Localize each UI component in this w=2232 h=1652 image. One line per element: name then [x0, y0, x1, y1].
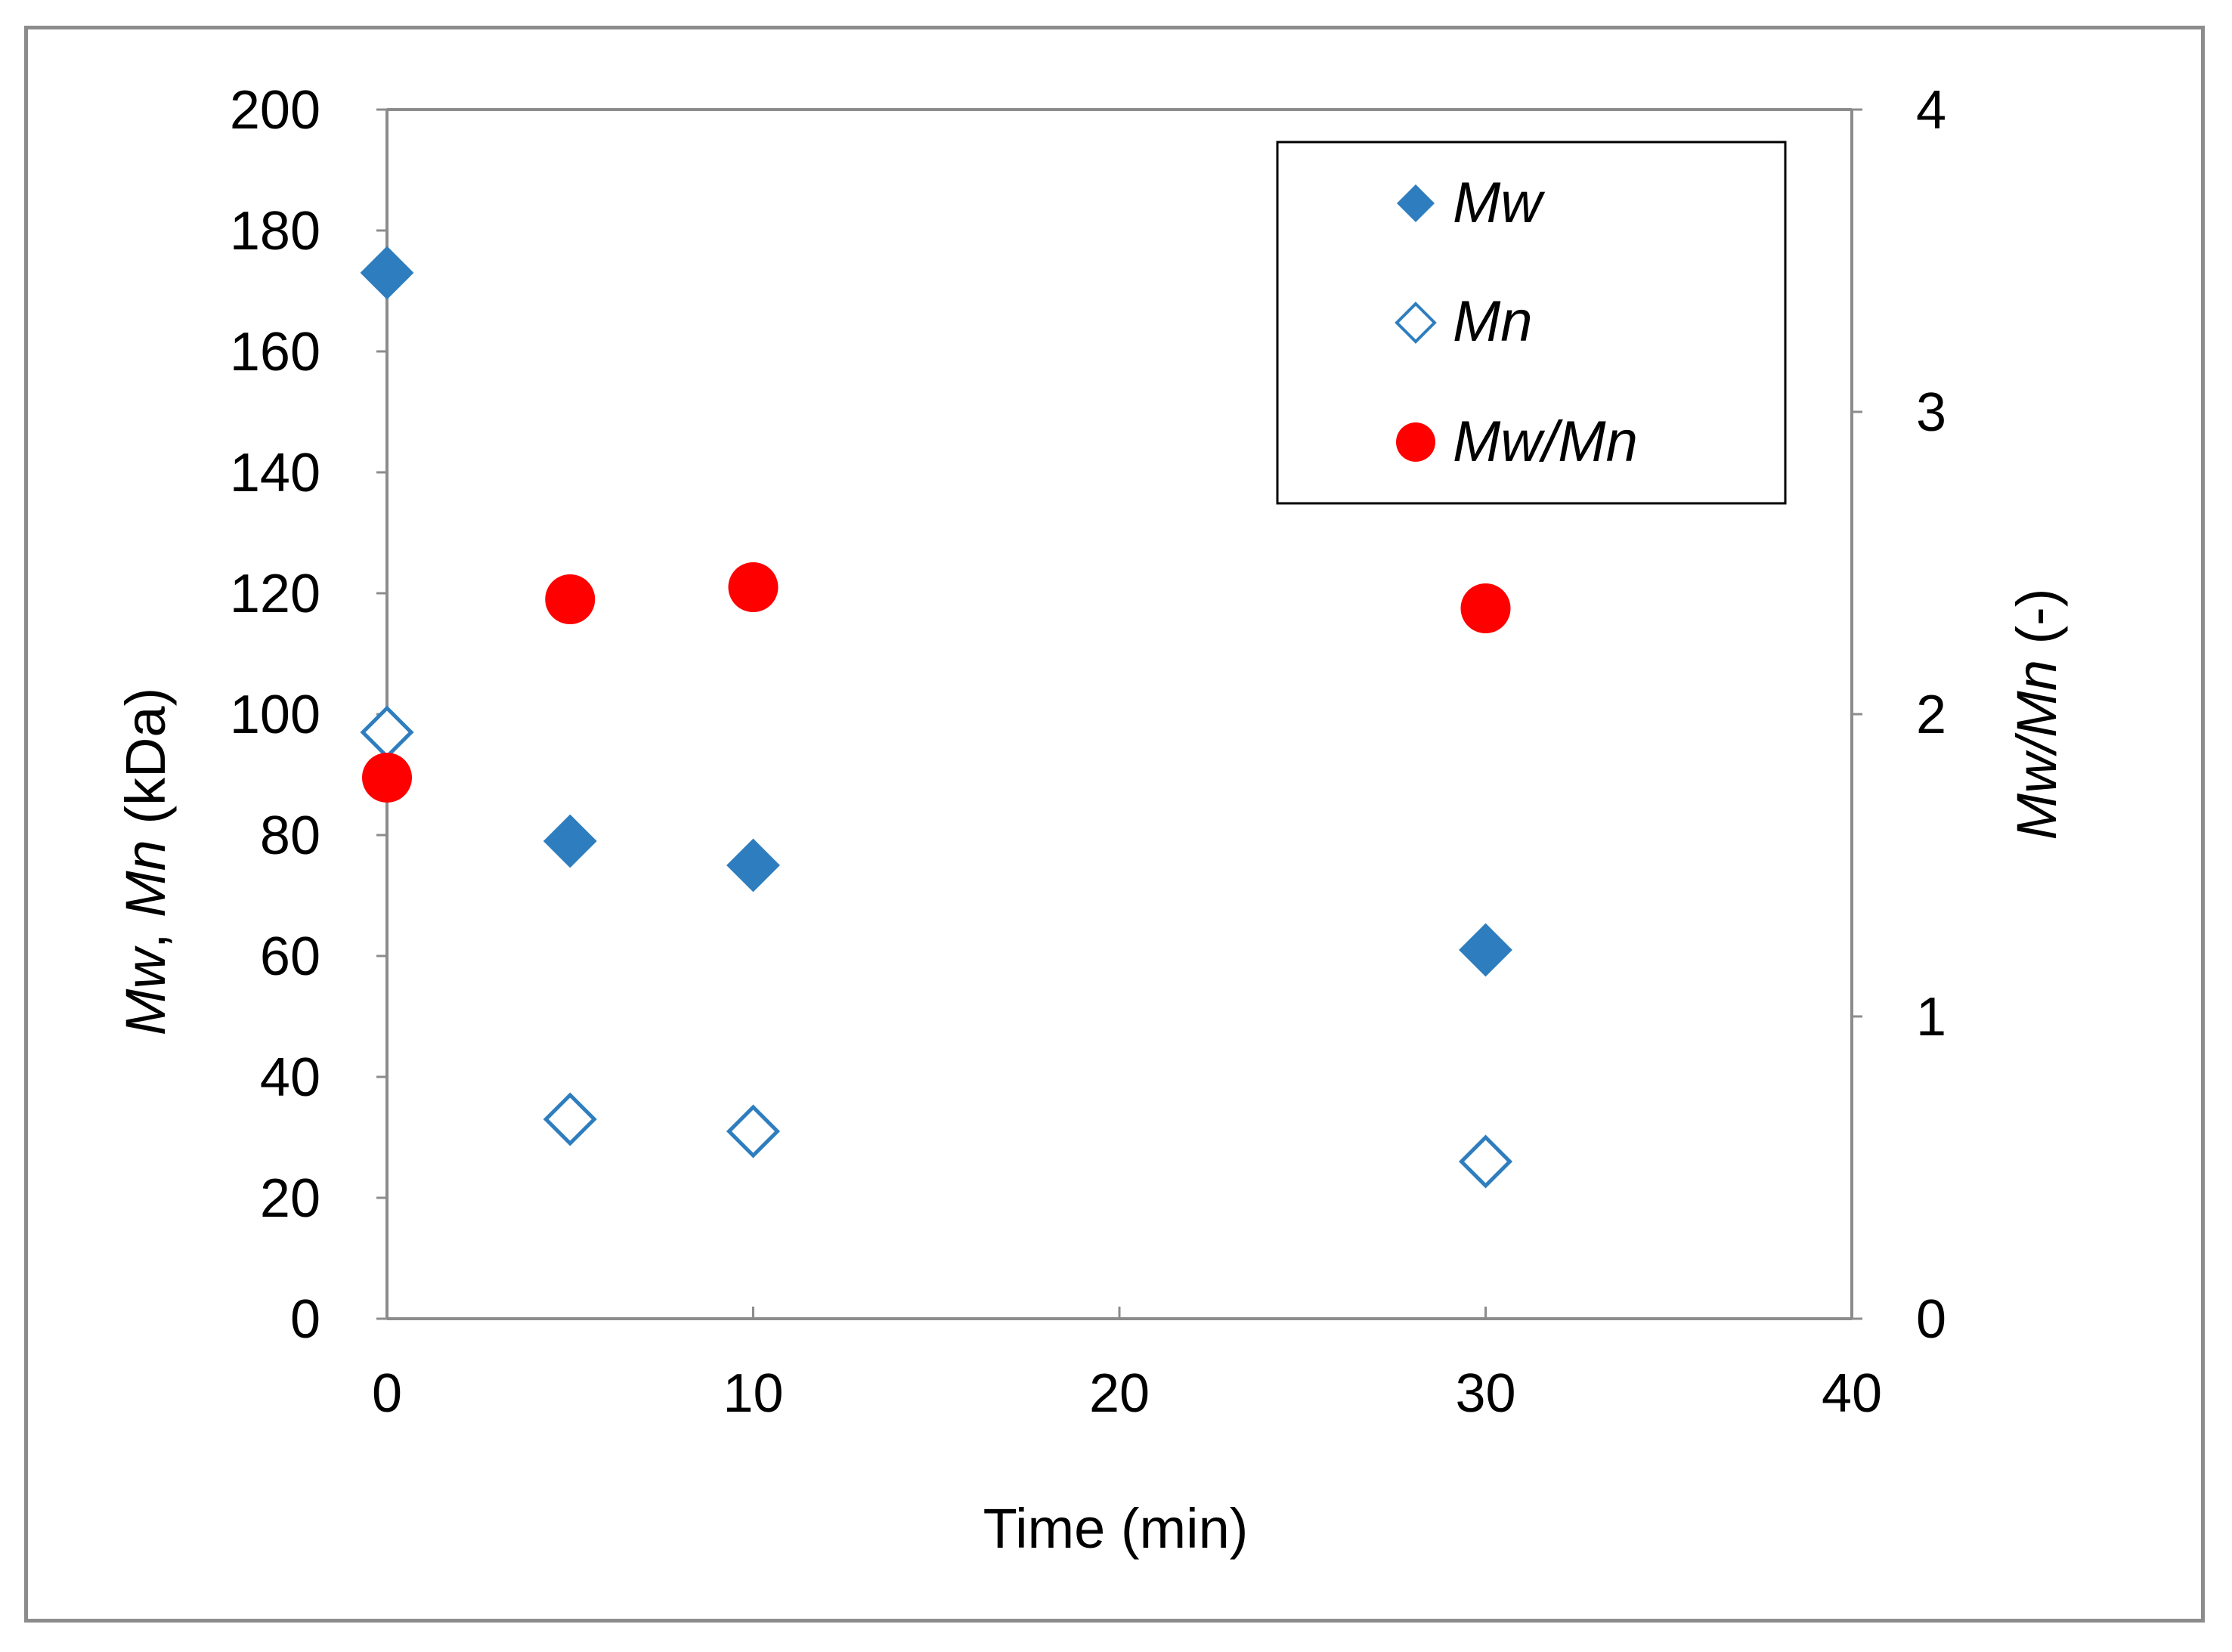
mn-point	[543, 1092, 597, 1146]
mw-mn-point	[362, 753, 412, 803]
y-axis-title-mw: Mw	[114, 945, 177, 1036]
legend-mw-marker	[1397, 184, 1435, 222]
y-axis-ticks: 0 20 40 60 80 100 120 140 160 180 200	[230, 80, 387, 1350]
y-tick-label: 180	[230, 201, 320, 261]
series-mw-mn	[362, 562, 1511, 803]
y-tick-label: 120	[230, 564, 320, 624]
mw-mn-point	[1460, 583, 1511, 633]
y-tick-label: 160	[230, 322, 320, 382]
y-tick-label: 60	[260, 927, 320, 987]
mw-point	[726, 838, 780, 893]
y-axis-title-sep: ,	[114, 917, 177, 948]
y2-axis-title-unit: (-)	[2005, 589, 2068, 660]
mw-mn-point	[545, 574, 596, 624]
y-axis-title-unit: (kDa)	[114, 688, 177, 840]
mw-point	[360, 246, 414, 300]
legend-mw-mn-label: Mw/Mn	[1453, 410, 1638, 474]
x-axis-title: Time (min)	[983, 1497, 1249, 1560]
mn-point	[726, 1104, 781, 1159]
y-tick-label: 80	[260, 806, 320, 866]
y2-tick-label: 3	[1916, 382, 1946, 443]
y2-tick-label: 4	[1916, 80, 1946, 141]
x-tick-label: 0	[372, 1363, 402, 1424]
y-tick-label: 140	[230, 443, 320, 503]
x-tick-label: 30	[1455, 1363, 1515, 1424]
legend-mw-mn-marker	[1396, 422, 1435, 462]
x-axis-ticks: 0 10 20 30 40	[372, 1307, 1882, 1424]
y2-tick-label: 2	[1916, 685, 1946, 745]
x-tick-label: 20	[1089, 1363, 1150, 1424]
y-tick-label: 40	[260, 1047, 320, 1108]
legend: Mw Mn Mw/Mn	[1276, 141, 1787, 505]
mw-point	[543, 814, 597, 868]
y2-axis-title: Mw/Mn (-)	[2005, 589, 2068, 840]
y2-tick-label: 1	[1916, 987, 1946, 1047]
y2-tick-label: 0	[1916, 1289, 1946, 1350]
mw-point	[1459, 923, 1512, 977]
series-mw	[360, 246, 1512, 977]
legend-mw-label: Mw	[1453, 171, 1545, 235]
y-tick-label: 20	[260, 1168, 320, 1229]
y-tick-label: 200	[230, 80, 320, 141]
x-tick-label: 40	[1822, 1363, 1882, 1424]
mn-point	[1458, 1134, 1513, 1189]
series-mn	[360, 705, 1513, 1189]
legend-box	[1276, 141, 1787, 505]
y-axis-title: Mw, Mn (kDa)	[114, 688, 177, 1035]
mw-mn-point	[728, 562, 779, 612]
legend-mn-label: Mn	[1453, 289, 1533, 354]
y-tick-label: 0	[290, 1289, 320, 1350]
x-tick-label: 10	[723, 1363, 783, 1424]
y-tick-label: 100	[230, 685, 320, 745]
y2-axis-ticks: 0 1 2 3 4	[1852, 80, 1946, 1350]
y2-axis-title-ratio: Mw/Mn	[2005, 660, 2068, 840]
y-axis-title-mn: Mn	[114, 840, 177, 917]
mn-point	[360, 705, 414, 759]
legend-mn-marker	[1395, 302, 1437, 344]
